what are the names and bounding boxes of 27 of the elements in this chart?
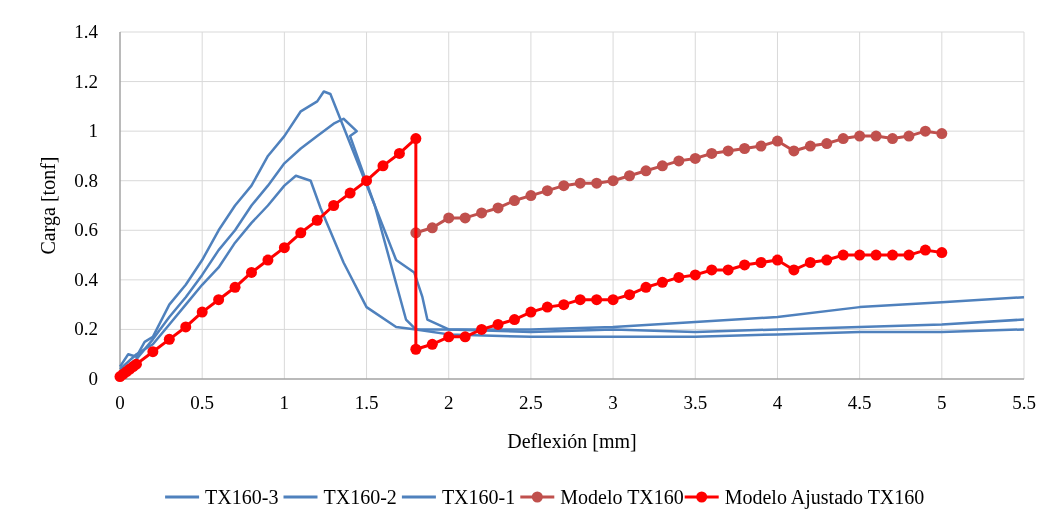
x-tick-label: 0.5 — [190, 392, 215, 413]
x-tick-label: 1.5 — [354, 392, 379, 413]
x-tick-label: 3.5 — [683, 392, 708, 413]
y-axis-title: Carga [tonf] — [37, 156, 60, 255]
x-tick-label: 4.5 — [847, 392, 872, 413]
legend-label: TX160-2 — [323, 486, 397, 508]
x-tick-label: 0 — [115, 392, 125, 413]
legend-label: TX160-1 — [441, 486, 516, 508]
y-tick-label: 1.4 — [74, 21, 99, 42]
x-tick-label: 2.5 — [519, 392, 543, 413]
y-tick-label: 0.2 — [74, 318, 98, 340]
y-tick-label: 1.2 — [74, 70, 98, 92]
x-tick-label: 5 — [937, 392, 947, 413]
x-axis-title: Deflexión [mm] — [507, 430, 637, 452]
x-tick-label: 3 — [608, 392, 618, 413]
x-tick-label: 2 — [443, 392, 454, 413]
y-tick-label: 0.4 — [74, 268, 99, 290]
x-tick-label: 1 — [279, 392, 290, 413]
x-tick-label: 5.5 — [1012, 392, 1036, 413]
legend-label: TX160-3 — [205, 486, 279, 508]
y-tick-label: 1 — [88, 120, 98, 142]
y-tick-label: 0.8 — [74, 169, 98, 191]
x-tick-label: 4 — [772, 392, 783, 413]
y-tick-label: 0.6 — [74, 219, 98, 241]
legend-label: Modelo Ajustado TX160 — [724, 486, 925, 509]
legend-label: Modelo TX160 — [560, 486, 684, 508]
y-tick-label: 0 — [88, 368, 98, 389]
